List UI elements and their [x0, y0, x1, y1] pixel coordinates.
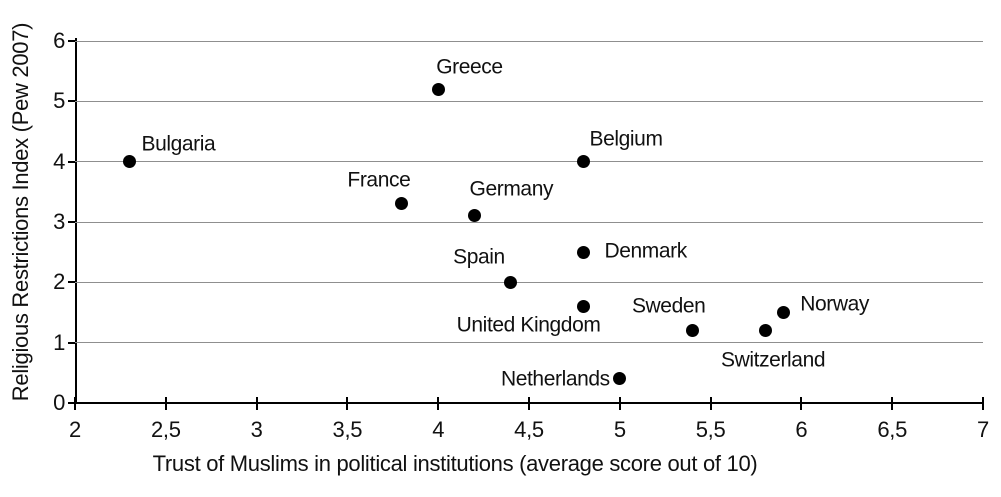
- data-point-norway: [776, 306, 790, 319]
- gridline-y-6: [75, 40, 983, 42]
- y-tick-label-3: 3: [53, 209, 65, 234]
- data-point-belgium: [576, 155, 590, 169]
- point-label-norway: Norway: [800, 292, 870, 315]
- point-label-sweden: Sweden: [631, 294, 706, 318]
- data-point-denmark: [576, 245, 590, 259]
- point-label-belgium: Belgium: [589, 127, 663, 151]
- point-label-spain: Spain: [453, 245, 505, 269]
- y-tick-3: [68, 221, 75, 223]
- data-point-germany: [468, 209, 482, 223]
- data-point-bulgaria: [122, 155, 136, 169]
- x-tick-label-3,5: 3,5: [332, 417, 363, 442]
- x-tick-3: [255, 397, 258, 410]
- x-tick-4: [437, 397, 440, 410]
- y-tick-4: [68, 160, 75, 163]
- y-tick-label-0: 0: [53, 390, 65, 415]
- y-tick-label-1: 1: [53, 329, 65, 355]
- point-label-france: France: [347, 168, 411, 192]
- x-tick-3,5: [346, 397, 349, 410]
- y-tick-label-4: 4: [53, 148, 65, 174]
- y-tick-label-2: 2: [53, 269, 65, 295]
- x-tick-6,5: [891, 397, 894, 410]
- y-tick-0: [68, 402, 75, 404]
- x-tick-label-2: 2: [69, 417, 81, 442]
- gridline-y-5: [75, 100, 983, 102]
- data-point-spain: [504, 275, 518, 289]
- gridline-y-4: [75, 161, 983, 163]
- y-tick-label-5: 5: [53, 88, 65, 114]
- y-tick-1: [68, 341, 75, 344]
- y-axis-line: [75, 38, 77, 404]
- y-tick-6: [68, 40, 75, 42]
- x-tick-2,5: [164, 397, 167, 410]
- data-point-sweden: [685, 324, 699, 338]
- y-tick-2: [68, 281, 75, 284]
- y-tick-label-6: 6: [53, 28, 65, 53]
- x-tick-label-2,5: 2,5: [150, 417, 181, 442]
- point-label-bulgaria: Bulgaria: [141, 132, 216, 156]
- point-label-netherlands: Netherlands: [500, 367, 610, 391]
- x-tick-label-4: 4: [432, 417, 445, 442]
- data-point-greece: [431, 82, 445, 96]
- x-tick-label-5: 5: [613, 417, 626, 442]
- data-point-united-kingdom: [576, 299, 590, 313]
- data-point-netherlands: [613, 372, 627, 386]
- x-tick-2: [74, 397, 76, 410]
- y-tick-5: [68, 100, 75, 103]
- x-tick-4,5: [528, 397, 530, 410]
- gridline-y-3: [75, 221, 983, 223]
- point-label-switzerland: Switzerland: [721, 348, 826, 372]
- x-tick-label-4,5: 4,5: [514, 417, 544, 442]
- point-label-denmark: Denmark: [604, 239, 687, 263]
- x-tick-5,5: [709, 397, 712, 410]
- point-label-germany: Germany: [469, 177, 554, 201]
- x-tick-label-7: 7: [977, 417, 989, 442]
- x-tick-label-6: 6: [795, 417, 808, 442]
- x-tick-label-6,5: 6,5: [877, 417, 908, 442]
- data-point-france: [395, 197, 409, 211]
- x-axis-title: Trust of Muslims in political institutio…: [152, 451, 758, 476]
- x-tick-label-3: 3: [250, 417, 263, 442]
- point-label-greece: Greece: [436, 55, 503, 79]
- x-tick-7: [982, 397, 984, 410]
- point-label-united-kingdom: United Kingdom: [456, 313, 601, 337]
- x-tick-label-5,5: 5,5: [695, 417, 726, 442]
- gridline-y-1: [75, 342, 983, 344]
- x-tick-5: [618, 397, 621, 410]
- x-tick-6: [800, 397, 803, 410]
- gridline-y-2: [75, 281, 983, 283]
- data-point-switzerland: [758, 324, 772, 338]
